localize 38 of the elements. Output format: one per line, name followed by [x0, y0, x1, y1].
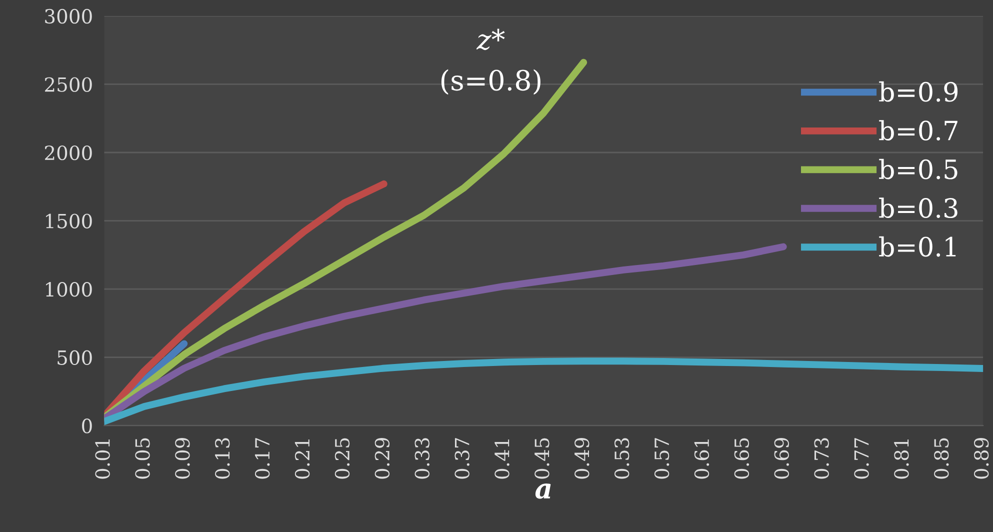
x-tick-label: 0.65 — [734, 438, 750, 479]
x-tick-label: 0.13 — [215, 438, 230, 479]
x-tick-label: 0.01 — [95, 439, 110, 479]
y-tick-label: 3000 — [45, 8, 92, 24]
x-tick-label: 0.77 — [854, 438, 869, 479]
y-tick-label: 500 — [58, 350, 92, 365]
x-tick-label: 0.89 — [974, 438, 989, 479]
text: (s=0.8) — [441, 69, 540, 95]
legend-label: b=0.5 — [879, 158, 958, 180]
x-tick-label: 0.61 — [694, 439, 710, 479]
legend-label: b=0.3 — [879, 198, 958, 218]
x-tick-label: 0.85 — [934, 438, 949, 479]
x-tick-label: 0.49 — [574, 438, 590, 479]
x-tick-label: 0.73 — [814, 438, 829, 479]
x-tick-label: 0.21 — [294, 439, 310, 479]
legend-label: b=0.7 — [879, 120, 958, 141]
x-tick-label: 0.05 — [135, 438, 150, 479]
x-tick-label: 0.81 — [894, 439, 909, 479]
x-tick-label: 0.29 — [374, 438, 390, 479]
legend-label: b=0.9 — [879, 81, 958, 102]
x-tick-label: 0.69 — [774, 438, 789, 479]
x-tick-label: 0.17 — [254, 438, 270, 479]
chart-title: z* — [476, 28, 505, 50]
y-tick-label: 1000 — [46, 282, 92, 297]
x-tick-label: 0.25 — [334, 438, 350, 479]
x-tick-label: 0.53 — [614, 438, 630, 479]
legend-label: b=0.1 — [879, 236, 956, 257]
x-tick-label: 0.09 — [175, 438, 190, 479]
y-tick-label: 0 — [82, 418, 92, 434]
x-tick-label: 0.57 — [654, 438, 670, 479]
x-tick-label: 0.41 — [494, 439, 510, 479]
y-tick-label: 2500 — [44, 77, 92, 92]
y-tick-label: 1500 — [46, 214, 92, 228]
y-tick-label: 2000 — [44, 145, 92, 160]
x-tick-label: 0.33 — [414, 438, 430, 479]
x-axis-title: a — [535, 484, 551, 499]
x-tick-label: 0.37 — [454, 438, 470, 479]
x-tick-label: 0.45 — [534, 438, 550, 479]
